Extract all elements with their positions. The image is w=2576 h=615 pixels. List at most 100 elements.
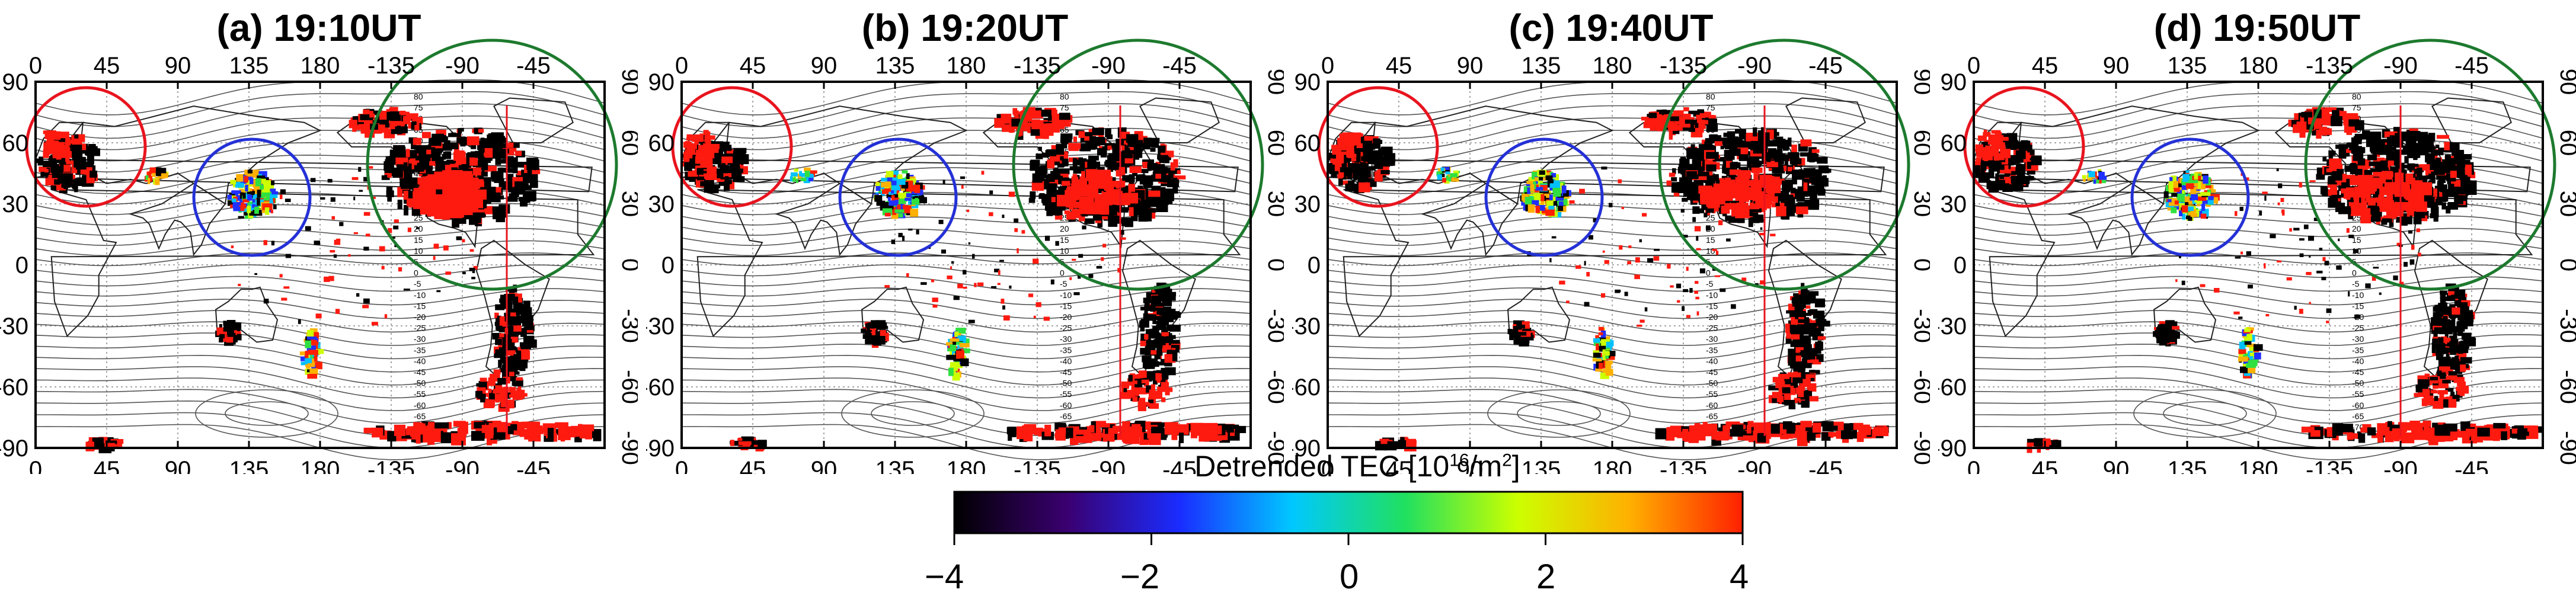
tec-cell xyxy=(681,162,686,167)
tec-cell xyxy=(499,298,510,303)
tec-cell xyxy=(2183,196,2190,203)
tec-cell xyxy=(2171,207,2177,213)
tec-cell xyxy=(1627,261,1631,265)
tec-cell xyxy=(500,399,507,408)
tec-cell xyxy=(1796,193,1805,202)
tec-cell xyxy=(104,443,116,449)
tec-cell xyxy=(700,181,708,187)
tec-cell xyxy=(704,131,711,139)
contour-label: 80 xyxy=(2352,92,2361,101)
tec-cell xyxy=(959,343,970,348)
tec-cell xyxy=(1599,337,1606,341)
lat-tick-label-left: -60 xyxy=(0,374,28,401)
tec-cell xyxy=(478,381,487,389)
contour-label: 25 xyxy=(1706,213,1715,223)
tec-cell xyxy=(1725,142,1732,149)
tec-cell xyxy=(240,192,244,199)
tec-cell xyxy=(1805,395,1810,405)
tec-cell xyxy=(1983,132,1991,137)
lat-tick-label-left: 0 xyxy=(661,252,675,278)
tec-cell xyxy=(1530,190,1540,196)
tec-cell xyxy=(1814,298,1825,308)
tec-cell xyxy=(871,321,875,329)
tec-cell xyxy=(689,163,695,169)
lon-tick-label-top: 0 xyxy=(675,53,688,79)
tec-cell xyxy=(994,268,1000,273)
contour-label: -15 xyxy=(414,301,426,310)
tec-cell xyxy=(1146,371,1156,381)
tec-cell xyxy=(2197,196,2207,201)
tec-cell xyxy=(875,182,883,187)
tec-cell xyxy=(1794,398,1803,402)
tec-cell xyxy=(253,195,256,200)
tec-cell xyxy=(469,194,480,204)
tec-cell xyxy=(2181,188,2185,196)
tec-cell xyxy=(1539,170,1545,175)
tec-cell xyxy=(1673,124,1683,131)
tec-cell xyxy=(331,216,335,220)
tec-cell xyxy=(932,305,938,308)
tec-cell xyxy=(49,148,57,154)
tec-cell xyxy=(446,142,459,149)
tec-cell xyxy=(1604,260,1609,264)
region-circle-blue xyxy=(192,137,312,257)
tec-cell xyxy=(505,316,515,321)
tec-cell xyxy=(1001,113,1012,119)
tec-cell xyxy=(480,160,488,171)
tec-cell xyxy=(1696,248,1701,251)
tec-cell xyxy=(1054,206,1060,216)
contour-label: -20 xyxy=(1706,312,1718,322)
tec-cell xyxy=(414,189,421,194)
tec-cell xyxy=(997,283,1001,285)
lon-tick-label-top: 0 xyxy=(1321,53,1334,79)
tec-cell xyxy=(1811,149,1820,153)
tec-cell xyxy=(977,282,984,286)
tec-cell xyxy=(327,179,333,183)
tec-cell xyxy=(1730,429,1743,437)
tec-cell xyxy=(1788,348,1796,355)
tec-cell xyxy=(1143,137,1152,146)
tec-cell xyxy=(1724,203,1738,210)
tec-cell xyxy=(55,142,65,149)
tec-cell xyxy=(1137,402,1146,411)
tec-cell xyxy=(1101,257,1104,261)
tec-cell xyxy=(1798,306,1803,313)
tec-cell xyxy=(305,358,308,364)
tec-cell xyxy=(1158,313,1165,320)
tec-cell xyxy=(2203,175,2209,184)
tec-cell xyxy=(696,176,704,181)
tec-cell xyxy=(2015,167,2021,174)
lon-tick-label-bottom: 180 xyxy=(947,457,986,474)
tec-cell xyxy=(1786,310,1795,314)
tec-cell xyxy=(1145,208,1156,213)
tec-cell xyxy=(1162,345,1171,350)
tec-cell xyxy=(1339,180,1348,185)
tec-cell xyxy=(1518,329,1522,334)
tec-cell xyxy=(2393,127,2401,134)
contour-label: 15 xyxy=(1706,235,1715,245)
tec-cell xyxy=(476,383,482,387)
tec-cell xyxy=(1173,178,1178,186)
tec-cell xyxy=(263,240,267,245)
lon-tick-label-top: -90 xyxy=(1737,53,1772,79)
lon-tick-label-top: -90 xyxy=(1091,53,1126,79)
tec-cell xyxy=(1172,325,1178,331)
tec-cell xyxy=(1759,233,1764,236)
tec-cell xyxy=(427,422,436,428)
tec-cell xyxy=(1142,212,1152,222)
tec-cell xyxy=(1807,291,1819,296)
tec-cell xyxy=(433,256,436,260)
tec-cell xyxy=(474,127,482,134)
tec-cell xyxy=(145,175,149,180)
tec-cell xyxy=(1551,236,1557,239)
tec-cell xyxy=(494,312,499,318)
tec-cell xyxy=(1787,166,1792,172)
tec-cell xyxy=(421,132,431,139)
tec-cell xyxy=(1110,424,1115,429)
tec-cell xyxy=(1706,178,1715,188)
tec-cell xyxy=(1807,359,1819,363)
tec-cell xyxy=(1801,372,1806,379)
tec-cell xyxy=(1800,337,1806,344)
tec-cell xyxy=(232,322,242,329)
tec-cell xyxy=(1084,218,1095,224)
